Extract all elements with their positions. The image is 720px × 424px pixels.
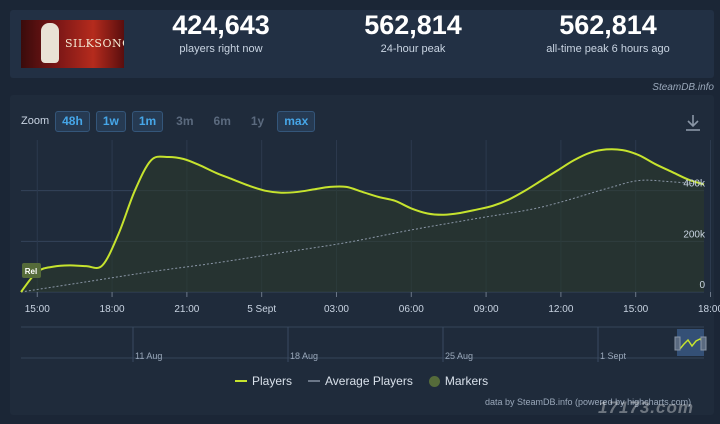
- zoom-6m-button: 6m: [213, 114, 231, 128]
- zoom-label: Zoom: [21, 115, 50, 127]
- legend-players-swatch: [235, 380, 247, 382]
- x-tick-label: 18:00: [698, 304, 720, 315]
- navigator-handle-right[interactable]: [700, 336, 707, 351]
- legend-players[interactable]: Players: [235, 374, 292, 388]
- zoom-1w-button[interactable]: 1w: [95, 110, 126, 132]
- navigator-label: 1 Sept: [600, 351, 627, 361]
- chart-series: [20, 148, 705, 293]
- marker-badge: [22, 263, 41, 278]
- navigator-label: 11 Aug: [135, 351, 162, 361]
- navigator-handle-left[interactable]: [674, 336, 681, 351]
- peak-24h-label: 24-hour peak: [380, 43, 446, 55]
- current-players-label: players right now: [179, 43, 263, 55]
- x-tick-label: 21:00: [174, 304, 199, 315]
- navigator-label: 18 Aug: [290, 351, 318, 361]
- players-area: [21, 149, 704, 292]
- navigator-mini-line: [678, 338, 704, 351]
- legend-markers-swatch: [428, 375, 440, 387]
- legend-average-swatch: [308, 380, 321, 382]
- x-tick-label: 15:00: [25, 304, 50, 315]
- x-tick-label: 15:00: [623, 304, 648, 315]
- y-tick-label: 400k: [683, 179, 706, 190]
- chart-markers[interactable]: Rel: [22, 263, 41, 278]
- chart-axes: 0 200k 400k 15:00 18:00 21:00 5 Sept 03:00 06:00…: [25, 179, 720, 315]
- chart-area: [21, 149, 704, 292]
- download-icon[interactable]: [685, 114, 701, 132]
- legend-average[interactable]: Average Players: [308, 374, 413, 388]
- release-marker[interactable]: Rel: [22, 263, 41, 278]
- stats-bar: [10, 10, 714, 78]
- x-tick-label: 5 Sept: [247, 304, 276, 315]
- zoom-3m-button: 3m: [176, 114, 194, 128]
- game-banner[interactable]: SILKSONG: [21, 20, 124, 68]
- legend-markers-label: Markers: [444, 374, 489, 388]
- x-tick-label: 09:00: [474, 304, 499, 315]
- x-tick-label: 03:00: [324, 304, 349, 315]
- x-tick-label: 12:00: [548, 304, 573, 315]
- zoom-48h-button[interactable]: 48h: [55, 110, 90, 132]
- y-tick-label: 200k: [683, 229, 706, 240]
- banner-title: SILKSONG: [65, 37, 124, 50]
- legend-average-label: Average Players: [325, 374, 413, 388]
- zoom-1y-button: 1y: [250, 114, 265, 128]
- hornet-mask-image: [41, 23, 59, 63]
- legend-players-label: Players: [252, 374, 293, 388]
- peak-24h-value: 562,814: [364, 10, 462, 40]
- legend-markers[interactable]: Markers: [428, 374, 489, 388]
- zoom-max-button[interactable]: max: [277, 110, 316, 132]
- y-tick-label: 0: [699, 280, 705, 291]
- navigator-label: 25 Aug: [445, 351, 473, 361]
- x-tick-label: 06:00: [399, 304, 424, 315]
- all-time-peak-label: all-time peak 6 hours ago: [546, 43, 670, 55]
- x-tick-label: 18:00: [100, 304, 125, 315]
- current-players-value: 424,643: [172, 10, 270, 40]
- zoom-controls: Zoom 48h 1w 1m 3m 6m 1y max: [21, 110, 321, 132]
- stat-24h-peak: 562,814 24-hour peak: [352, 10, 474, 55]
- chart-credit[interactable]: data by SteamDB.info (powered by highcha…: [485, 397, 692, 407]
- marker-label: Rel: [25, 267, 37, 276]
- watermark: 17173.com: [598, 398, 694, 417]
- all-time-peak-value: 562,814: [559, 10, 657, 40]
- stat-current-players: 424,643 players right now: [160, 10, 282, 55]
- players-line: [20, 148, 705, 293]
- chart-legend: Players Average Players Markers: [235, 374, 504, 388]
- chart-navigator[interactable]: 11 Aug 18 Aug 25 Aug 1 Sept: [21, 326, 707, 362]
- stat-all-time-peak: 562,814 all-time peak 6 hours ago: [530, 10, 686, 55]
- zoom-1m-button[interactable]: 1m: [131, 110, 164, 132]
- steamdb-credit[interactable]: SteamDB.info: [652, 82, 714, 93]
